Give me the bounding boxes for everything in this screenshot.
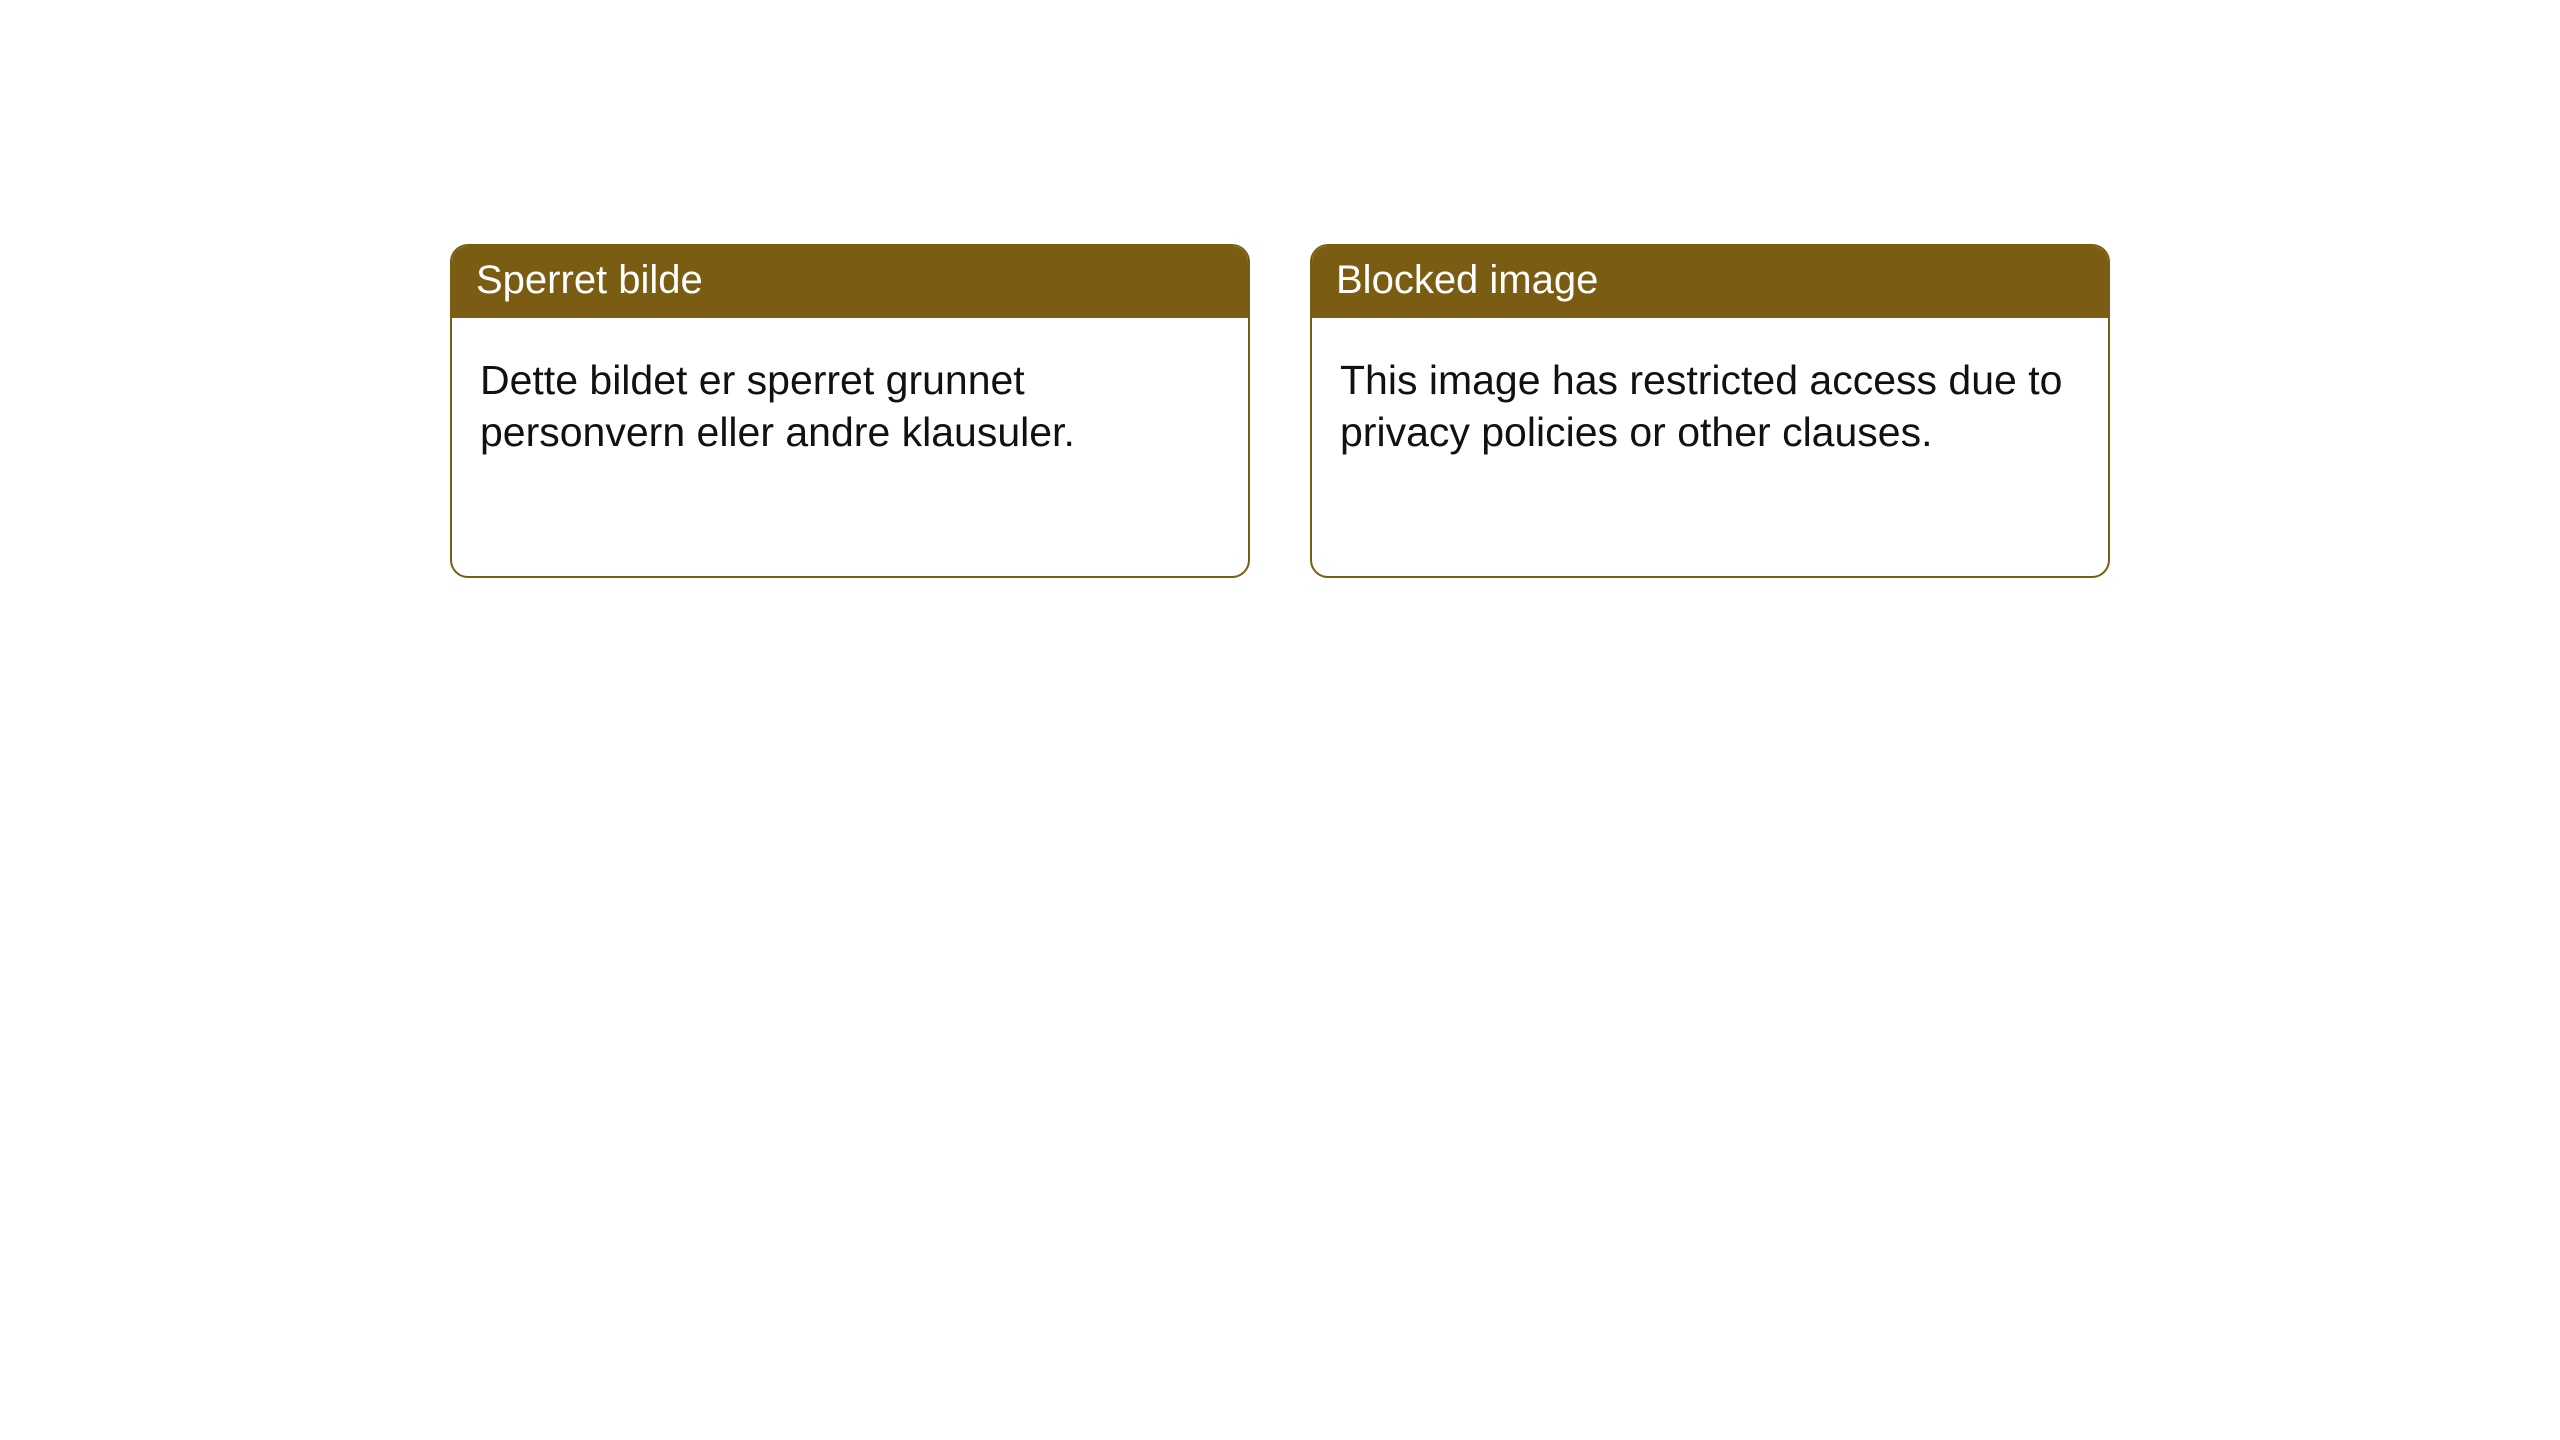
notice-header: Sperret bilde [452,246,1248,318]
notice-header: Blocked image [1312,246,2108,318]
notice-body: This image has restricted access due to … [1312,318,2108,487]
notice-body: Dette bildet er sperret grunnet personve… [452,318,1248,487]
notice-box-norwegian: Sperret bilde Dette bildet er sperret gr… [450,244,1250,578]
notice-box-english: Blocked image This image has restricted … [1310,244,2110,578]
notice-container: Sperret bilde Dette bildet er sperret gr… [0,0,2560,578]
